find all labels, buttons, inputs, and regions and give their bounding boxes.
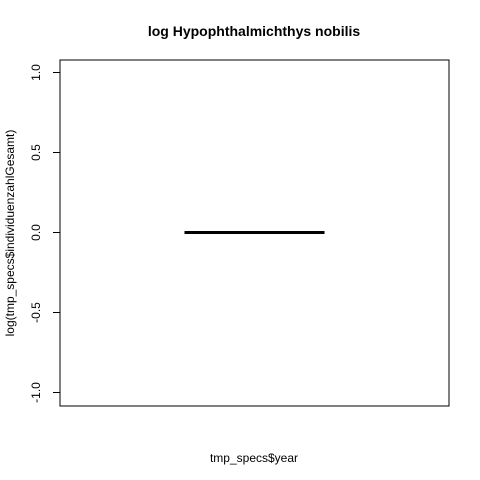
chart-title: log Hypophthalmichthys nobilis xyxy=(148,23,361,39)
x-axis-label: tmp_specs$year xyxy=(210,451,298,465)
y-tick-label: 0.0 xyxy=(29,224,43,241)
y-axis-label: log(tmp_specs$individuenzahlGesamt) xyxy=(3,130,17,337)
y-tick-label: -1.0 xyxy=(29,382,43,403)
y-tick-label: 1.0 xyxy=(29,64,43,81)
y-tick-label: 0.5 xyxy=(29,144,43,161)
y-tick-label: -0.5 xyxy=(29,302,43,323)
y-axis: -1.0 -0.5 0.0 0.5 1.0 xyxy=(29,64,61,403)
